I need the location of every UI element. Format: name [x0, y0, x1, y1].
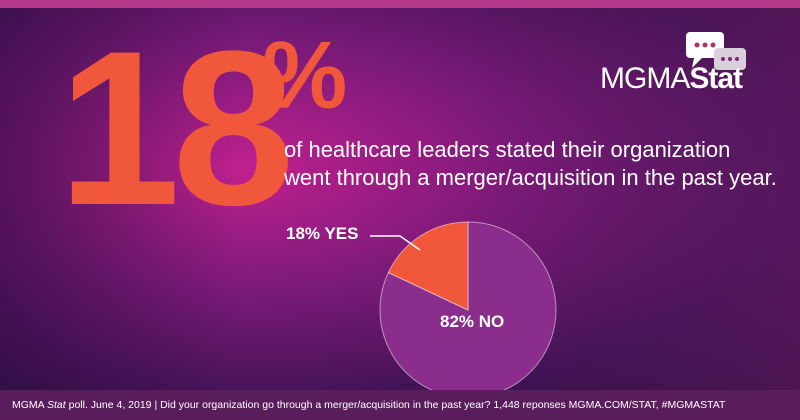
pie-slice: [379, 221, 557, 399]
footer-text: Stat: [47, 399, 66, 411]
data-label: 18% YES: [286, 224, 359, 243]
logo-icon: [686, 32, 746, 70]
top-bar: [0, 0, 800, 8]
pie-slice: [387, 221, 469, 311]
logo-text: MGMA: [600, 62, 690, 95]
statement: of healthcare leaders stated their organ…: [284, 136, 777, 192]
statement-line: went through a merger/acquisition in the…: [284, 165, 777, 190]
headline-number: 18: [58, 5, 295, 251]
footer-text: poll. June 4, 2019 | Did your organizati…: [68, 399, 726, 411]
leader-line: [370, 235, 421, 251]
headline-unit: %: [262, 22, 348, 129]
data-label: 82% NO: [440, 312, 505, 331]
footer: MGMA Stat poll. June 4, 2019 | Did your …: [0, 390, 800, 420]
footer-text: MGMA: [12, 399, 45, 411]
statement-line: of healthcare leaders stated their organ…: [284, 137, 731, 162]
logo-text: Stat: [689, 62, 743, 95]
logo: MGMAStat: [600, 62, 743, 96]
